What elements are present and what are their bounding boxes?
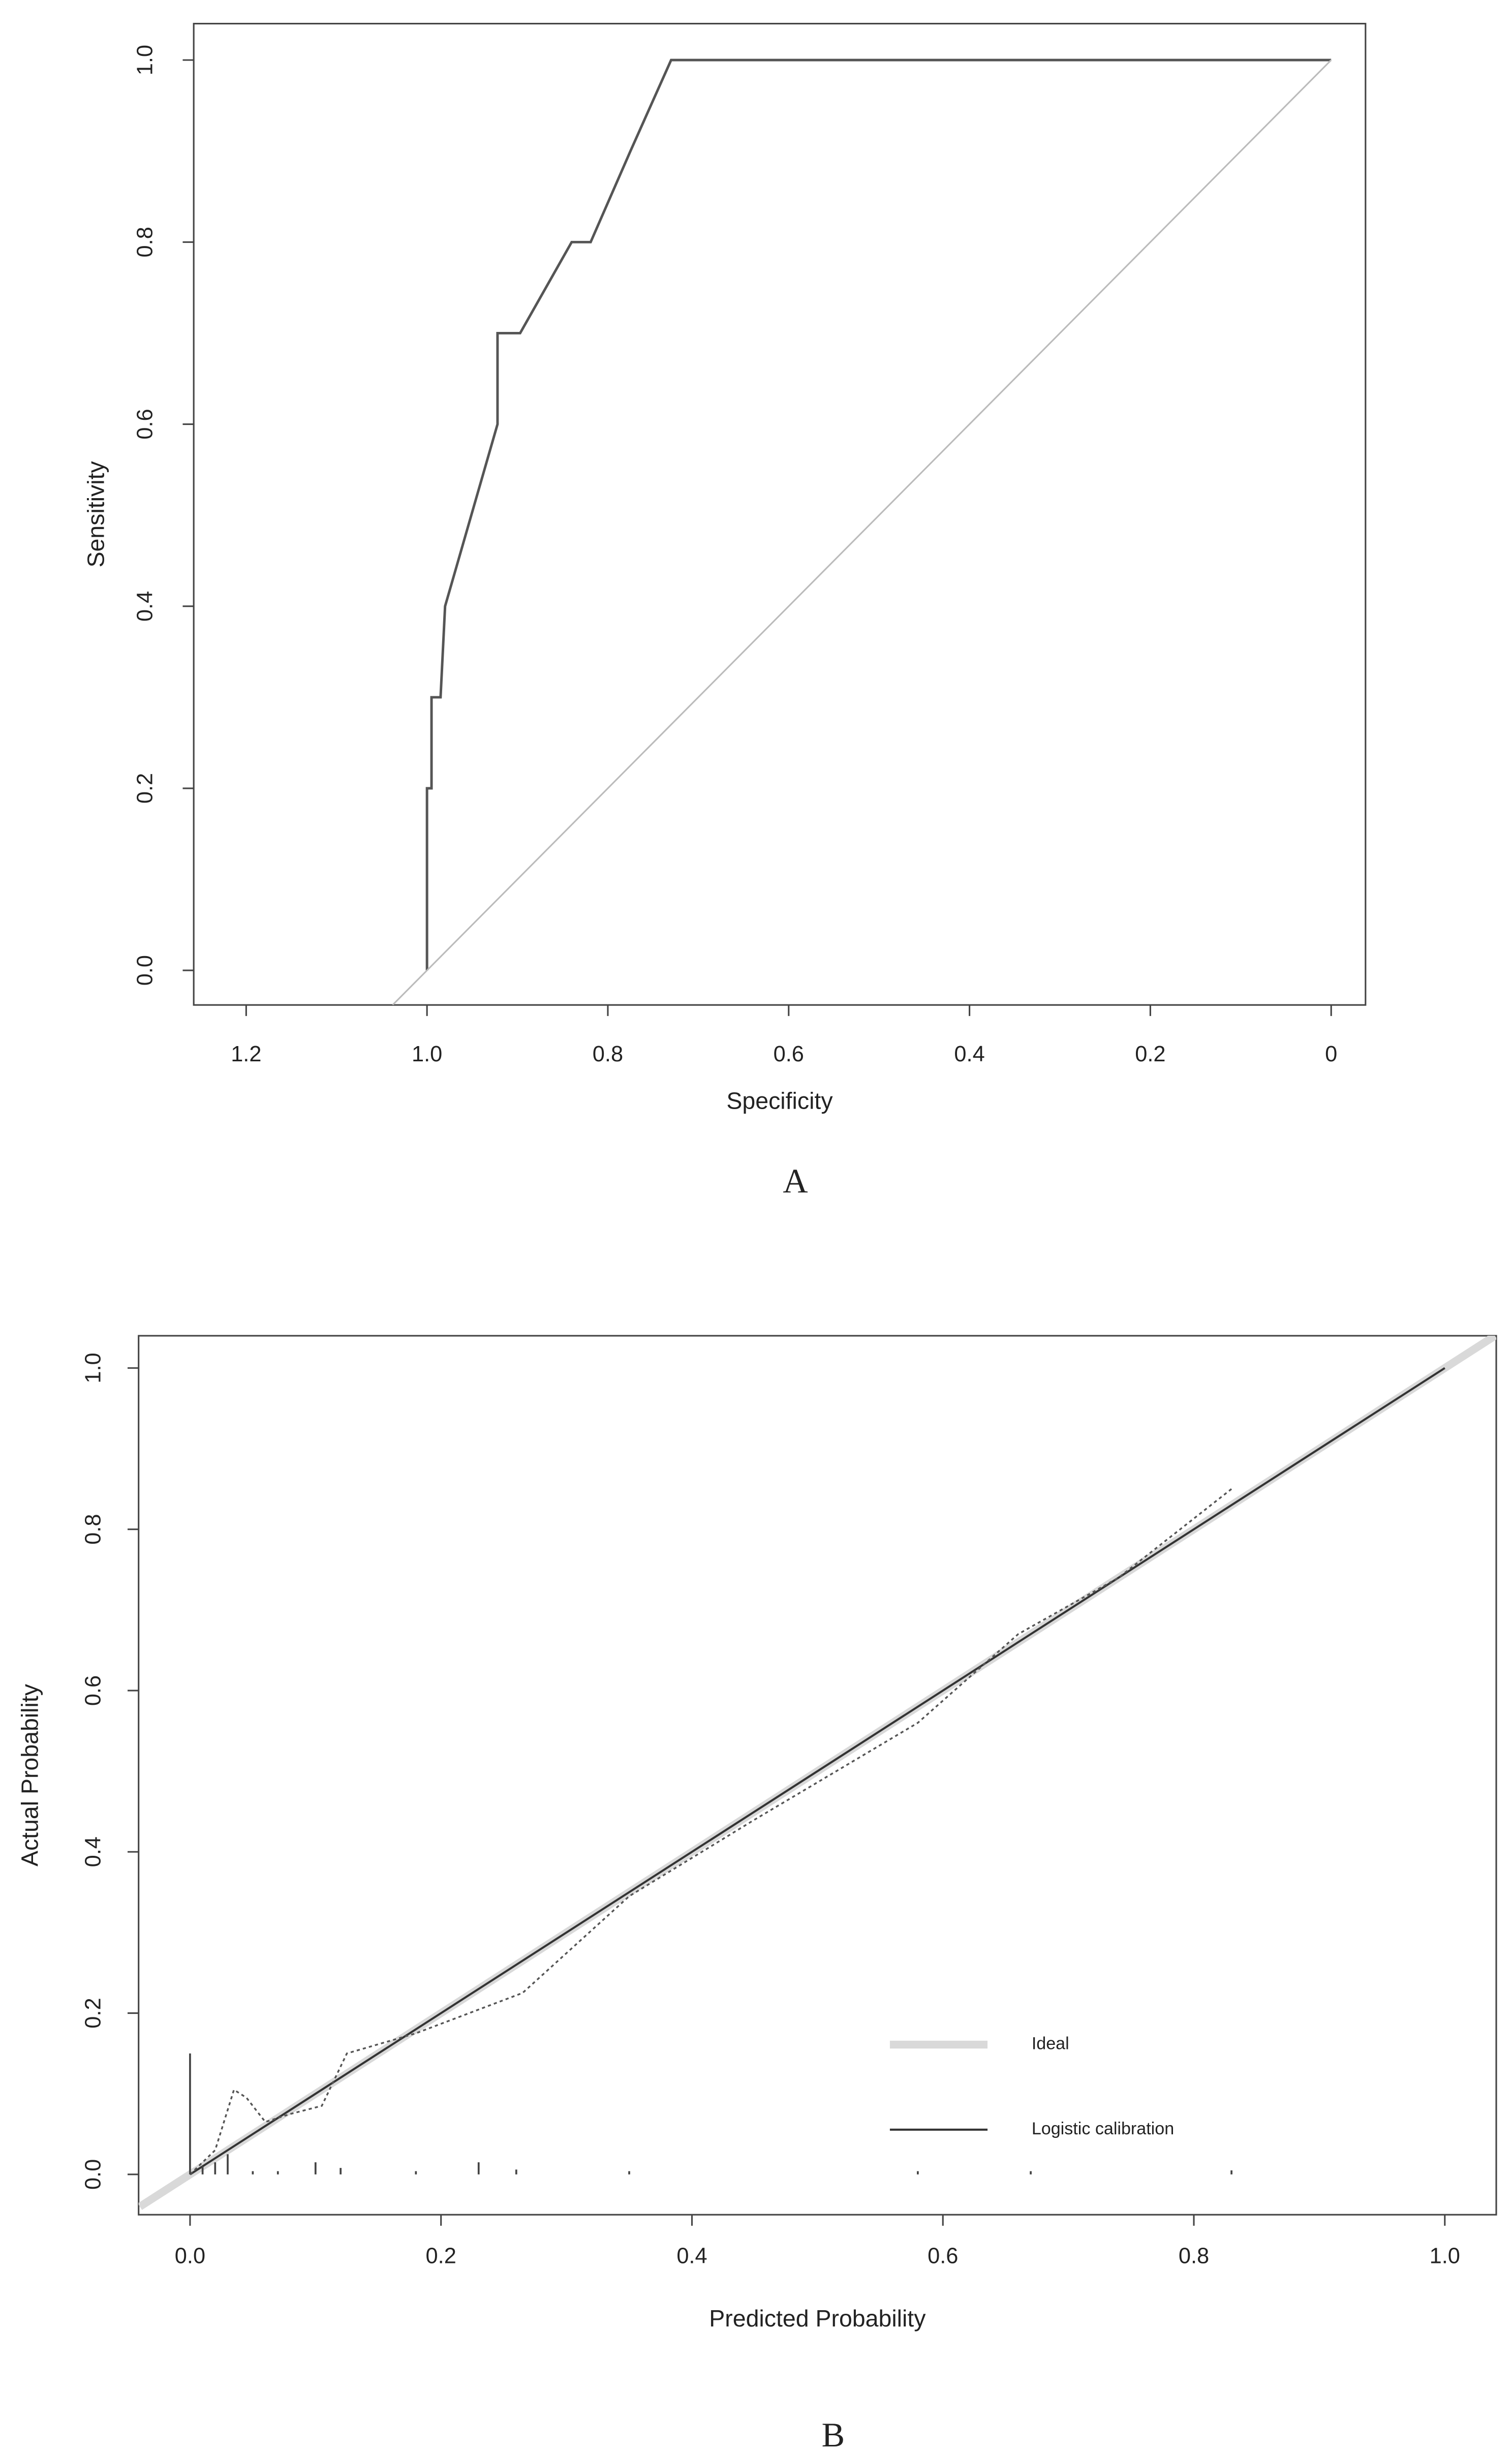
x-tick-label: 0.8 [1179, 2244, 1209, 2268]
x-tick-label: 0.2 [426, 2244, 456, 2268]
x-tick-label: 0.4 [676, 2244, 707, 2268]
plot-frame [193, 22, 1367, 1006]
y-tick-label: 0.4 [133, 591, 158, 622]
series-line [425, 58, 1332, 971]
caption: A [783, 1161, 808, 1200]
x-axis-label: Predicted Probability [709, 2305, 926, 2332]
y-tick-label: 1.0 [133, 45, 158, 75]
x-tick-label: 0.4 [954, 1042, 984, 1066]
y-tick-label: 1.0 [81, 1353, 105, 1383]
y-tick-label: 0.2 [133, 773, 158, 804]
x-tick-label: 1.2 [231, 1042, 261, 1066]
y-tick-label: 0.8 [133, 227, 158, 257]
y-axis-label: Sensitivity [82, 461, 109, 567]
x-tick-label: 0 [1325, 1042, 1337, 1066]
x-tick-label: 0.6 [774, 1042, 804, 1066]
x-tick-label: 1.0 [412, 1042, 442, 1066]
x-tick-label: 0.0 [175, 2244, 205, 2268]
series-line [189, 1367, 1445, 2176]
x-tick-label: 0.8 [593, 1042, 623, 1066]
y-tick-label: 0.6 [133, 409, 158, 439]
y-tick-label: 0.0 [133, 955, 158, 986]
x-axis-label: Specificity [726, 1088, 833, 1114]
y-tick-label: 0.2 [81, 1998, 105, 2028]
y-tick-label: 0.0 [81, 2159, 105, 2190]
y-tick-label: 0.4 [81, 1836, 105, 1867]
x-tick-label: 0.6 [928, 2244, 958, 2268]
y-tick-label: 0.8 [81, 1514, 105, 1545]
y-tick-label: 0.6 [81, 1675, 105, 1706]
legend-label: Logistic calibration [1032, 2119, 1174, 2138]
x-tick-label: 0.2 [1135, 1042, 1165, 1066]
series-line [392, 59, 1332, 1005]
legend-label: Ideal [1032, 2034, 1069, 2053]
caption: B [822, 2415, 845, 2451]
plot-frame [138, 1335, 1497, 2216]
y-axis-label: Actual Probability [16, 1683, 43, 1866]
series-line [189, 1488, 1232, 2176]
x-tick-label: 1.0 [1430, 2244, 1460, 2268]
